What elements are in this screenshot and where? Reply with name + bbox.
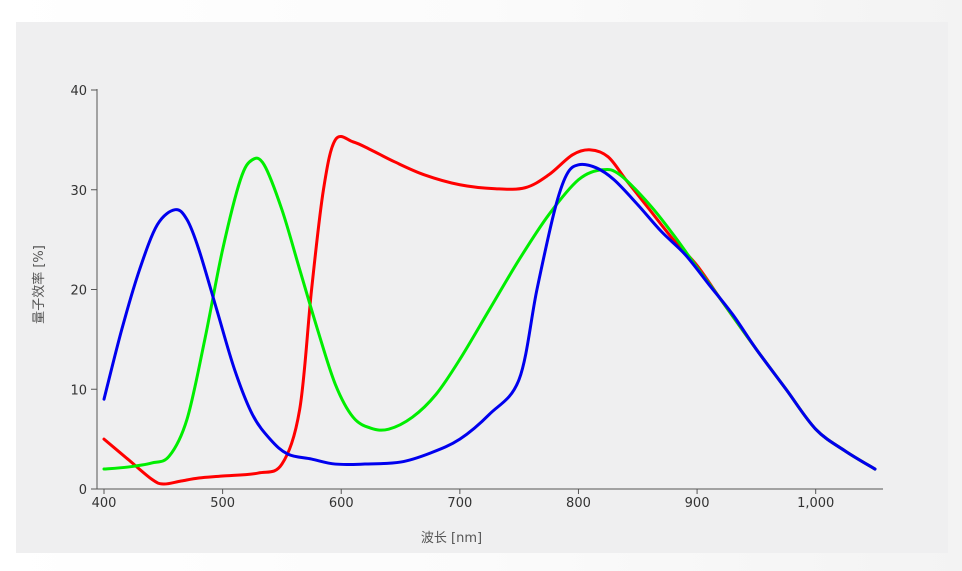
green-series-line bbox=[102, 156, 877, 471]
y-axis-title: 量子效率 [%] bbox=[31, 245, 47, 324]
y-ticks: 0 10 20 30 40 bbox=[70, 84, 97, 498]
x-ticks: 400 500 600 700 800 900 1,000 bbox=[92, 489, 834, 511]
y-tick-label: 0 bbox=[79, 483, 87, 498]
chart-panel bbox=[16, 22, 948, 553]
series-layer bbox=[102, 135, 877, 486]
y-tick-label: 40 bbox=[70, 84, 87, 99]
x-tick-label: 400 bbox=[92, 496, 117, 511]
x-tick-label: 1,000 bbox=[797, 496, 834, 511]
x-tick-label: 900 bbox=[685, 496, 710, 511]
y-tick-label: 20 bbox=[70, 284, 87, 299]
x-tick-label: 500 bbox=[210, 496, 235, 511]
x-tick-label: 600 bbox=[329, 496, 354, 511]
y-tick-label: 10 bbox=[70, 383, 87, 398]
y-tick-label: 30 bbox=[70, 184, 87, 199]
x-axis-title: 波长 [nm] bbox=[421, 531, 482, 546]
x-tick-label: 700 bbox=[447, 496, 472, 511]
x-tick-label: 800 bbox=[566, 496, 591, 511]
blue-series-line bbox=[102, 162, 877, 471]
